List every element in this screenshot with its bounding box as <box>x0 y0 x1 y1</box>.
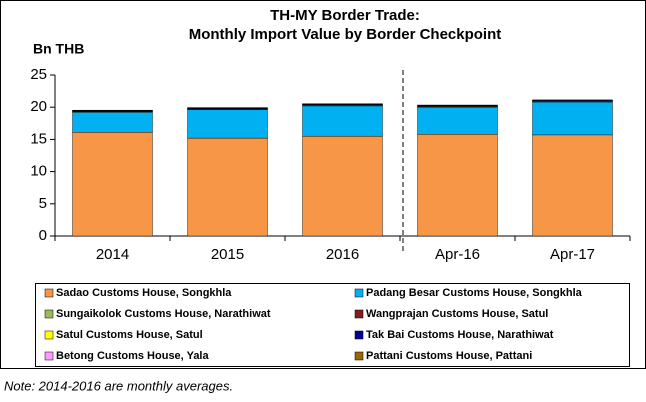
legend-swatch <box>44 309 54 319</box>
bar-segment <box>72 112 153 133</box>
bar-segment <box>532 134 613 237</box>
legend-label: Padang Besar Customs House, Songkhla <box>366 287 583 299</box>
y-tick-label: 0 <box>39 227 47 244</box>
legend-label: Tak Bai Customs House, Narathiwat <box>366 329 554 341</box>
legend-swatch <box>354 330 364 340</box>
bar-segment <box>187 137 268 237</box>
legend-label: Sungaikolok Customs House, Narathiwat <box>56 308 271 320</box>
legend-label: Betong Customs House, Yala <box>56 350 209 362</box>
y-tick-label: 15 <box>30 130 47 147</box>
bar-segment <box>417 134 498 237</box>
x-tick-label: 2015 <box>211 246 244 263</box>
legend-swatch <box>354 351 364 361</box>
y-tick-label: 10 <box>30 163 47 180</box>
legend-swatch <box>354 309 364 319</box>
legend-swatch <box>354 288 364 298</box>
x-tick-label: Apr-16 <box>435 246 480 263</box>
x-tick-label: 2014 <box>96 246 129 263</box>
legend <box>35 283 630 367</box>
y-tick-label: 5 <box>39 195 47 212</box>
legend-swatch <box>44 288 54 298</box>
bar-segment <box>187 109 268 139</box>
bar-segment <box>302 135 383 237</box>
legend-label: Pattani Customs House, Pattani <box>366 350 532 362</box>
legend-swatch <box>44 351 54 361</box>
y-axis-label: Bn THB <box>33 41 84 57</box>
legend-swatch <box>44 330 54 340</box>
note: Note: 2014-2016 are monthly averages. <box>4 378 233 393</box>
bar-segment <box>532 101 613 136</box>
bar-segment <box>417 106 498 135</box>
legend-label: Sadao Customs House, Songkhla <box>56 287 232 299</box>
legend-label: Satul Customs House, Satul <box>56 329 203 341</box>
x-tick-label: 2016 <box>326 246 359 263</box>
y-tick-label: 20 <box>30 98 47 115</box>
chart-title: TH-MY Border Trade: <box>270 7 420 24</box>
x-tick-label: Apr-17 <box>550 246 595 263</box>
legend-label: Wangprajan Customs House, Satul <box>366 308 548 320</box>
chart-title: Monthly Import Value by Border Checkpoin… <box>189 26 502 43</box>
bar-segment <box>72 132 153 237</box>
bar-segment <box>302 105 383 137</box>
y-tick-label: 25 <box>30 66 47 83</box>
